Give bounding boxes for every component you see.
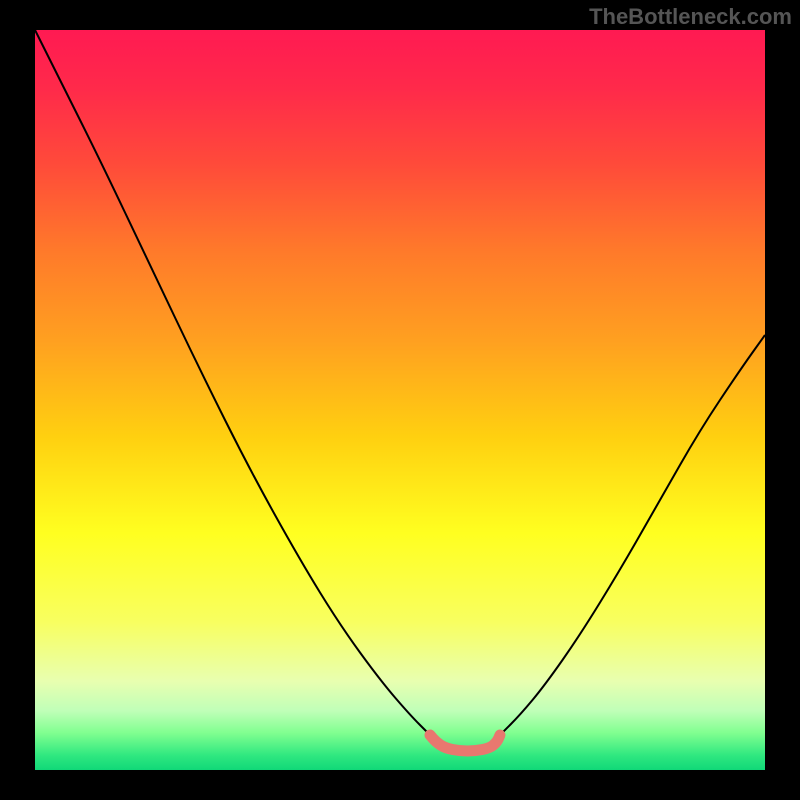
chart-svg (0, 0, 800, 800)
chart-plot-area (35, 30, 765, 770)
bottleneck-chart: TheBottleneck.com (0, 0, 800, 800)
watermark-text: TheBottleneck.com (589, 4, 792, 30)
